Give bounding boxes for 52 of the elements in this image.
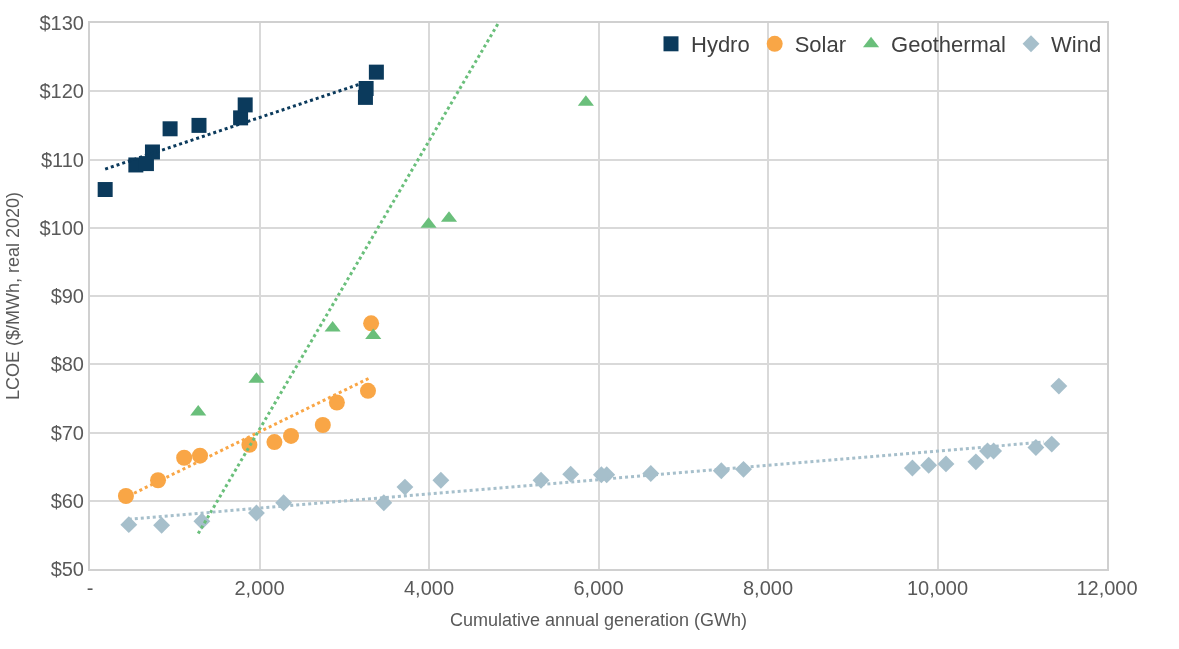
- point: [365, 328, 382, 340]
- y-tick-label: $130: [39, 12, 84, 34]
- point: [117, 487, 134, 504]
- point: [368, 64, 384, 80]
- point: [162, 121, 178, 137]
- point: [191, 117, 207, 133]
- point: [396, 478, 414, 496]
- point: [432, 471, 450, 489]
- y-tick-label: $110: [40, 148, 84, 171]
- point: [153, 516, 171, 534]
- legend-label: Wind: [1051, 32, 1102, 58]
- point: [275, 494, 293, 512]
- y-tick-label: $90: [50, 285, 84, 307]
- point: [266, 434, 283, 451]
- point: [375, 494, 393, 512]
- point: [176, 449, 193, 466]
- x-tick-label: 8,000: [742, 577, 794, 599]
- legend-label: Solar: [794, 32, 847, 58]
- legend-label: Hydro: [691, 32, 750, 58]
- point: [283, 427, 300, 444]
- point: [97, 182, 113, 198]
- point: [532, 471, 550, 489]
- x-axis-title: Cumulative annual generation (GWh): [449, 609, 748, 630]
- point: [328, 394, 345, 411]
- point: [1043, 435, 1061, 453]
- x-tick-label: -: [86, 577, 94, 599]
- point: [363, 315, 380, 332]
- y-tick-label: $80: [50, 353, 84, 376]
- y-tick-label: $60: [50, 489, 84, 512]
- point: [1050, 377, 1068, 395]
- point: [562, 465, 580, 483]
- x-tick-label: 12,000: [1076, 577, 1138, 599]
- point: [937, 455, 955, 473]
- x-tick-label: 6,000: [573, 577, 624, 599]
- y-tick-label: $70: [50, 421, 84, 444]
- point: [314, 416, 331, 433]
- point: [358, 81, 374, 97]
- point: [967, 453, 985, 471]
- point: [920, 456, 938, 474]
- x-tick-label: 4,000: [403, 577, 455, 599]
- y-tick-label: $100: [39, 216, 84, 239]
- y-axis-title: LCOE ($/MWh, real 2020): [3, 191, 24, 401]
- y-tick-label: $50: [50, 558, 84, 580]
- point: [1027, 439, 1045, 456]
- point: [903, 459, 921, 477]
- y-tick-label: $120: [39, 80, 84, 103]
- point: [359, 382, 376, 399]
- legend-label: Geothermal: [891, 32, 1006, 58]
- x-tick-label: 2,000: [234, 577, 285, 599]
- point: [120, 516, 138, 534]
- point: [237, 97, 253, 113]
- x-tick-label: 10,000: [906, 577, 969, 599]
